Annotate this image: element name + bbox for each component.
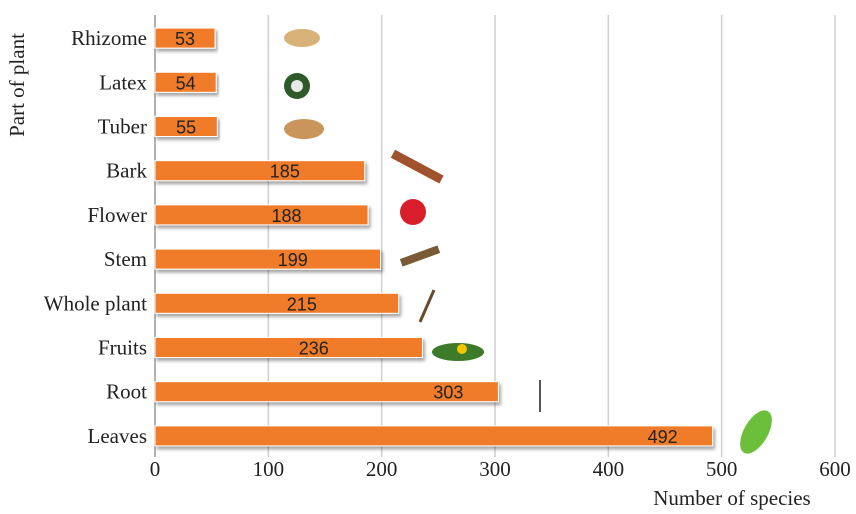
labels: 0 100 200 300 400 500 600 Rhizome 53 Latex 54 Tuber…	[44, 26, 851, 481]
value-label: 236	[299, 339, 329, 359]
value-label: 55	[176, 118, 196, 138]
y-tick-label: Whole plant	[44, 291, 147, 315]
icon-stem	[399, 245, 441, 267]
y-tick-label: Root	[106, 380, 147, 404]
x-tick-label: 500	[706, 457, 738, 481]
y-tick-label: Bark	[106, 159, 147, 183]
x-tick-label: 0	[150, 457, 161, 481]
y-tick-label: Fruits	[98, 336, 147, 360]
bar	[154, 116, 218, 137]
y-tick-label: Flower	[88, 203, 148, 227]
y-tick-label: Rhizome	[71, 26, 147, 50]
value-label: 54	[176, 73, 196, 93]
bar	[154, 160, 366, 182]
grid	[154, 15, 836, 457]
value-label: 185	[270, 162, 300, 182]
x-tick-label: 200	[366, 457, 398, 481]
value-label: 215	[287, 294, 317, 314]
x-axis-label: Number of species	[653, 486, 810, 510]
y-tick-label: Tuber	[98, 115, 147, 139]
icon-whole-plant	[418, 289, 436, 323]
value-label: 303	[433, 383, 463, 403]
y-tick-label: Latex	[99, 70, 147, 94]
x-tick-label: 100	[253, 457, 285, 481]
bar	[154, 204, 369, 226]
icon-leaf	[740, 410, 772, 454]
bars	[154, 27, 714, 447]
icon-latex-drop	[291, 80, 303, 92]
bar	[154, 425, 714, 447]
value-label: 53	[175, 29, 195, 49]
icon-bark	[390, 149, 444, 184]
bar	[154, 337, 423, 358]
bar	[154, 248, 382, 270]
value-label: 492	[648, 427, 678, 447]
bar	[154, 292, 400, 314]
icon-flower	[400, 199, 426, 225]
bar	[154, 381, 499, 403]
y-tick-label: Leaves	[88, 424, 147, 448]
y-tick-label: Stem	[104, 247, 147, 271]
icon-fruit-dot	[457, 344, 467, 354]
value-label: 199	[278, 250, 308, 270]
x-tick-label: 300	[479, 457, 511, 481]
plant-icons	[284, 29, 772, 454]
bar	[154, 71, 217, 93]
x-tick-label: 400	[593, 457, 625, 481]
icon-rhizome	[284, 29, 320, 47]
bar	[154, 27, 216, 49]
icon-tuber	[284, 119, 324, 139]
y-axis-label: Part of plant	[5, 33, 29, 137]
value-label: 188	[272, 206, 302, 226]
x-tick-label: 600	[819, 457, 851, 481]
